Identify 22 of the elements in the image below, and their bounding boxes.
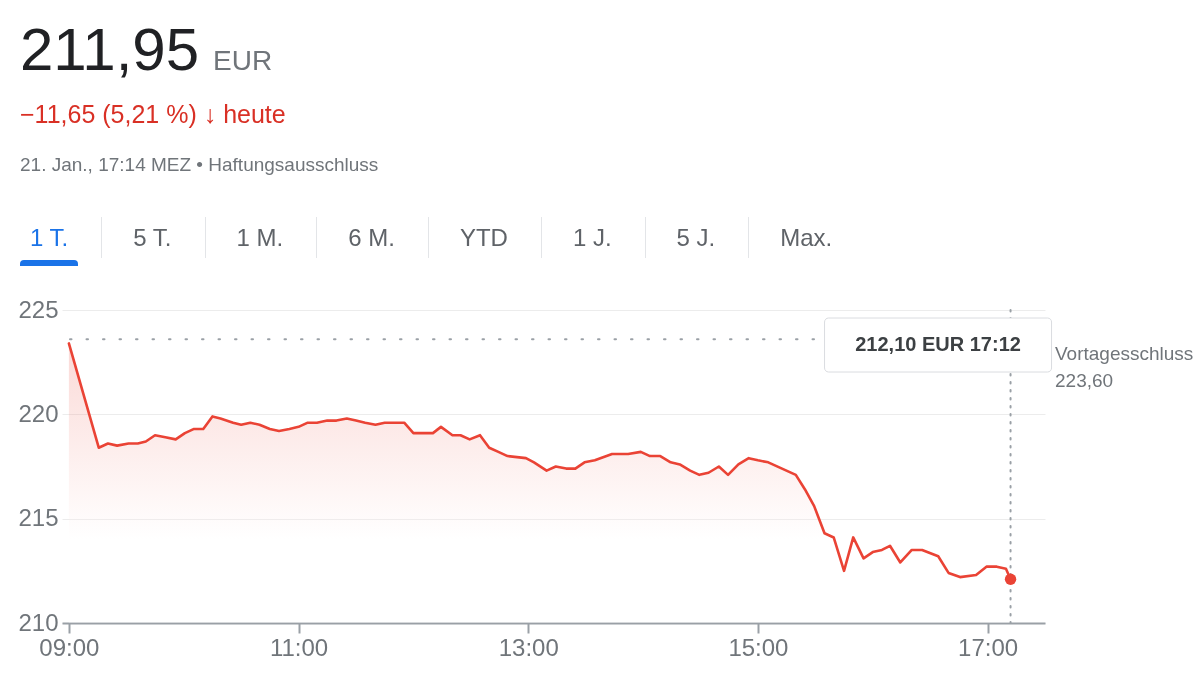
ref-line-label: Vortagesschluss 223,60	[1055, 343, 1194, 392]
chart-title: 211,95 EUR	[20, 16, 273, 83]
x-tick-label: 13:00	[498, 633, 559, 661]
chart-subtitle: −11,65 (5,21 %) ↓ heute	[20, 100, 286, 128]
text: 1 T.	[30, 223, 69, 253]
annotation: 212,10 EUR 17:12	[855, 333, 1021, 355]
y-tick-label: 225	[18, 295, 59, 323]
y-tick-label: 215	[18, 504, 59, 532]
text: 1 M.	[236, 223, 284, 253]
x-tick-label: 11:00	[269, 633, 329, 661]
text: Max.	[780, 223, 833, 253]
text: 21. Jan., 17:14 MEZ • Haftungsausschluss	[20, 154, 379, 175]
text: 5 J.	[676, 223, 716, 253]
x-tick-label: 09:00	[39, 633, 100, 661]
x-tick-label: 17:00	[958, 633, 1019, 661]
x-tick-label: 15:00	[728, 633, 789, 661]
text: YTD	[459, 223, 508, 253]
y-tick-label: 220	[18, 399, 59, 427]
y-tick-label: 210	[18, 608, 59, 636]
text: 6 M.	[348, 223, 395, 253]
text: 1 J.	[572, 223, 612, 253]
text: 5 T.	[133, 223, 172, 253]
